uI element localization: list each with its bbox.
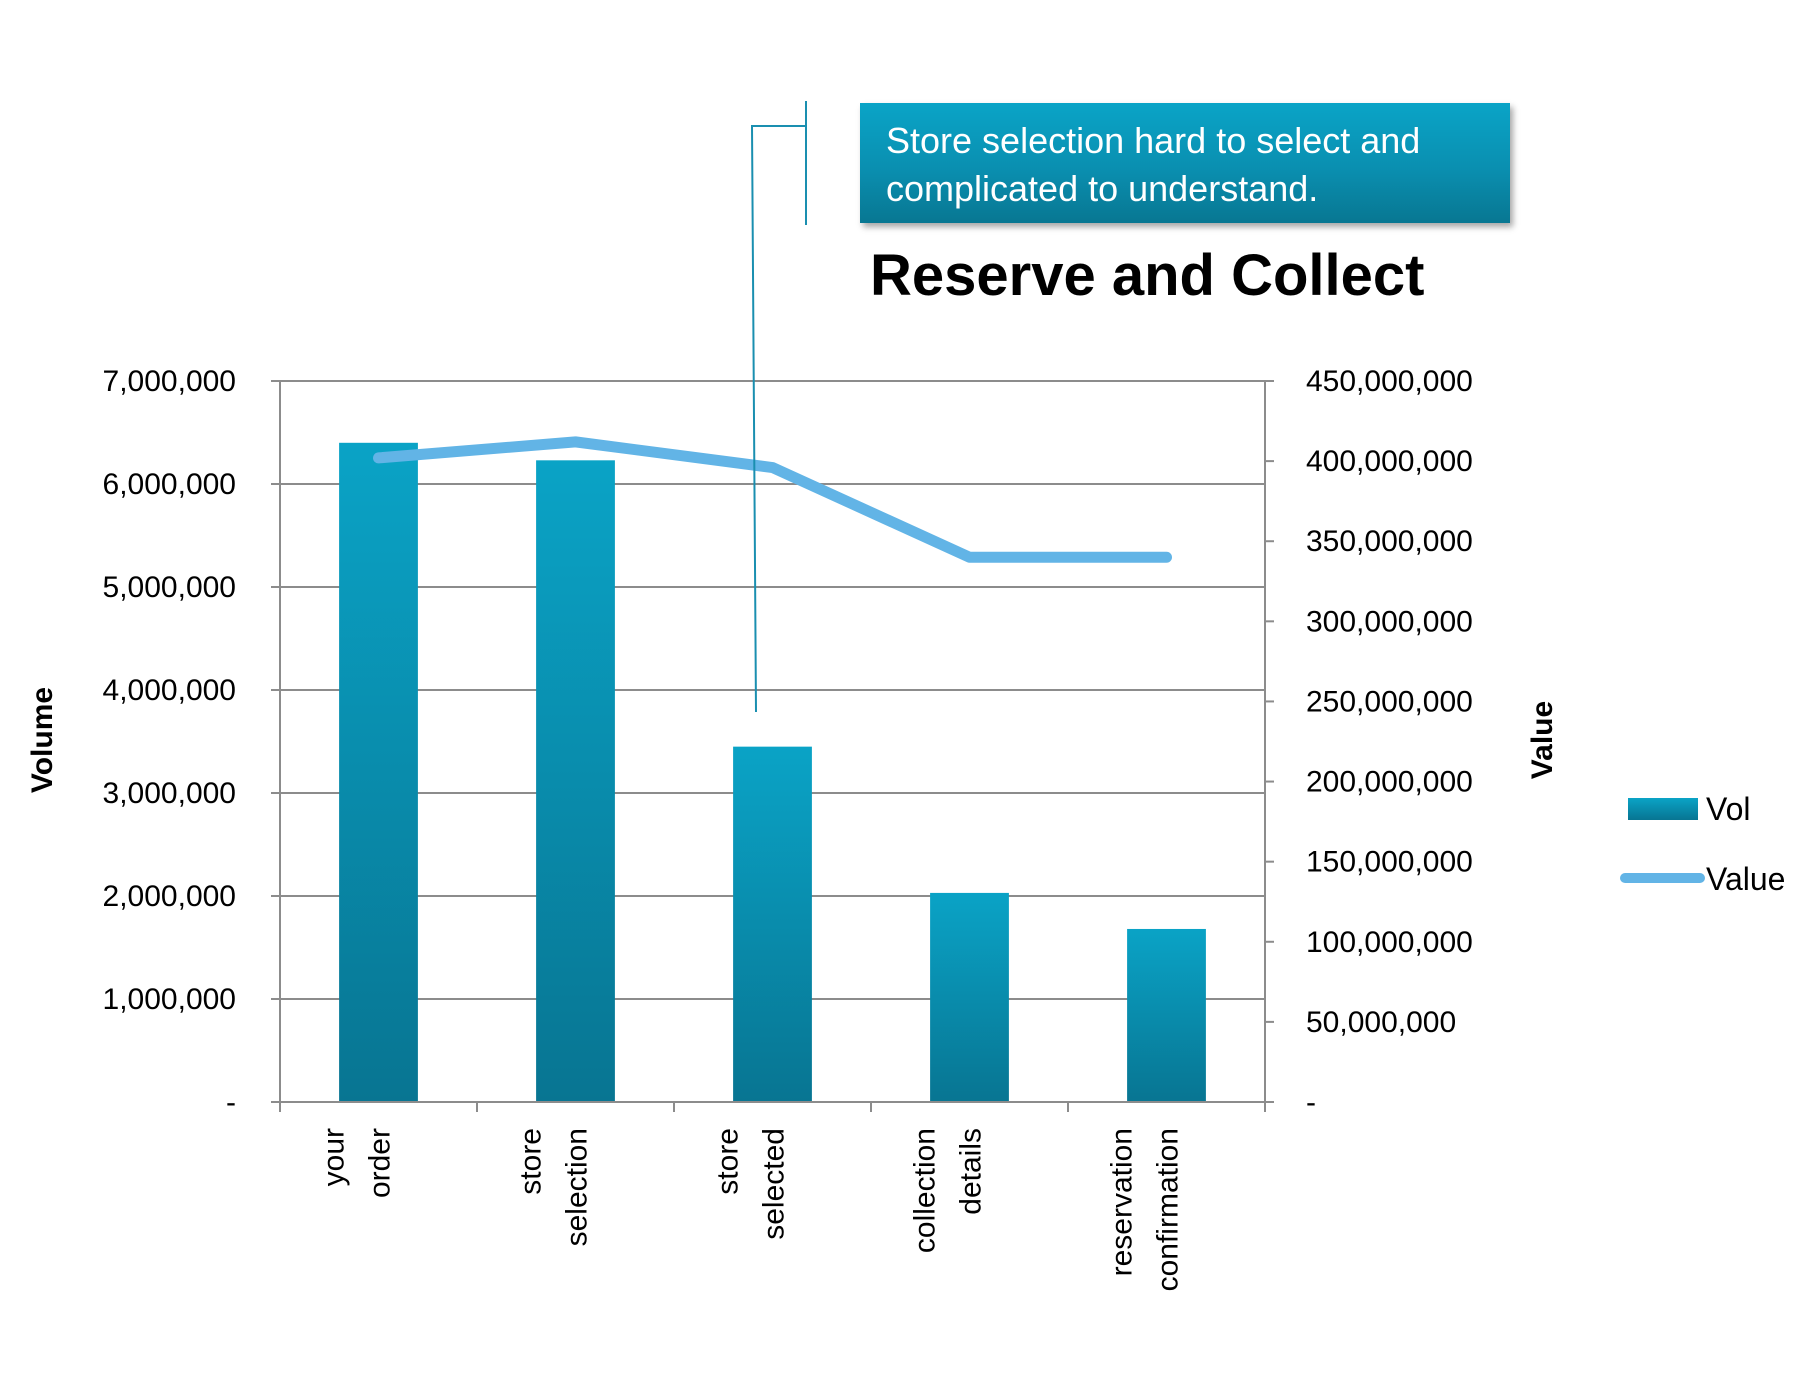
category-label: store	[515, 1128, 548, 1195]
category-label: collection	[909, 1128, 942, 1253]
legend-vol-swatch	[1628, 798, 1698, 820]
left-axis-tick-labels: - 1,000,000 2,000,000 3,000,000 4,000,000 5,0…	[103, 365, 236, 1119]
left-tick-label: 2,000,000	[103, 880, 236, 913]
right-tick-label: 450,000,000	[1306, 365, 1473, 398]
category-label: order	[364, 1128, 397, 1198]
value-line	[373, 436, 1172, 563]
left-tick-label: 1,000,000	[103, 983, 236, 1016]
bar-vol-1	[536, 460, 615, 1102]
category-label: confirmation	[1152, 1128, 1185, 1291]
right-axis-title: Value	[1526, 701, 1559, 779]
left-tick-label: -	[226, 1086, 236, 1119]
category-label: selected	[758, 1128, 791, 1240]
legend-value-label: Value	[1706, 861, 1785, 897]
category-label: reservation	[1106, 1128, 1139, 1276]
line-series-value	[373, 436, 1172, 563]
left-tick-label: 5,000,000	[103, 571, 236, 604]
bar-series-vol	[339, 442, 1206, 1102]
right-tick-label: 100,000,000	[1306, 926, 1473, 959]
right-tick-label: 250,000,000	[1306, 685, 1473, 718]
bar-vol-2	[733, 746, 812, 1102]
left-tick-label: 7,000,000	[103, 365, 236, 398]
right-tick-label: 350,000,000	[1306, 525, 1473, 558]
category-label: details	[955, 1128, 988, 1215]
chart-title: Reserve and Collect	[870, 243, 1425, 308]
right-axis-tick-labels: - 50,000,000 100,000,000 150,000,000 200,000…	[1306, 365, 1473, 1119]
bar-vol-0	[339, 442, 418, 1102]
callout-box: Store selection hard to select and compl…	[860, 103, 1510, 223]
right-tick-label: 400,000,000	[1306, 445, 1473, 478]
category-label: selection	[561, 1128, 594, 1246]
left-tick-label: 6,000,000	[103, 468, 236, 501]
callout-leader-line	[750, 125, 806, 713]
legend-vol-label: Vol	[1706, 791, 1750, 827]
right-tick-label: 300,000,000	[1306, 605, 1473, 638]
axes	[271, 380, 1274, 1112]
right-tick-label: 150,000,000	[1306, 846, 1473, 879]
right-tick-label: -	[1306, 1086, 1316, 1119]
right-tick-label: 50,000,000	[1306, 1006, 1456, 1039]
category-label: store	[712, 1128, 745, 1195]
legend: Vol Value	[1620, 791, 1785, 897]
right-tick-label: 200,000,000	[1306, 766, 1473, 799]
category-label: your	[318, 1128, 351, 1186]
bar-vol-3	[930, 892, 1009, 1102]
left-tick-label: 3,000,000	[103, 777, 236, 810]
left-axis-title: Volume	[26, 687, 59, 793]
callout-text: Store selection hard to select and compl…	[886, 120, 1421, 209]
callout-connector	[750, 101, 807, 713]
category-labels: your order store selection store selected coll…	[318, 1128, 1185, 1291]
left-tick-label: 4,000,000	[103, 674, 236, 707]
bar-vol-4	[1127, 928, 1206, 1102]
